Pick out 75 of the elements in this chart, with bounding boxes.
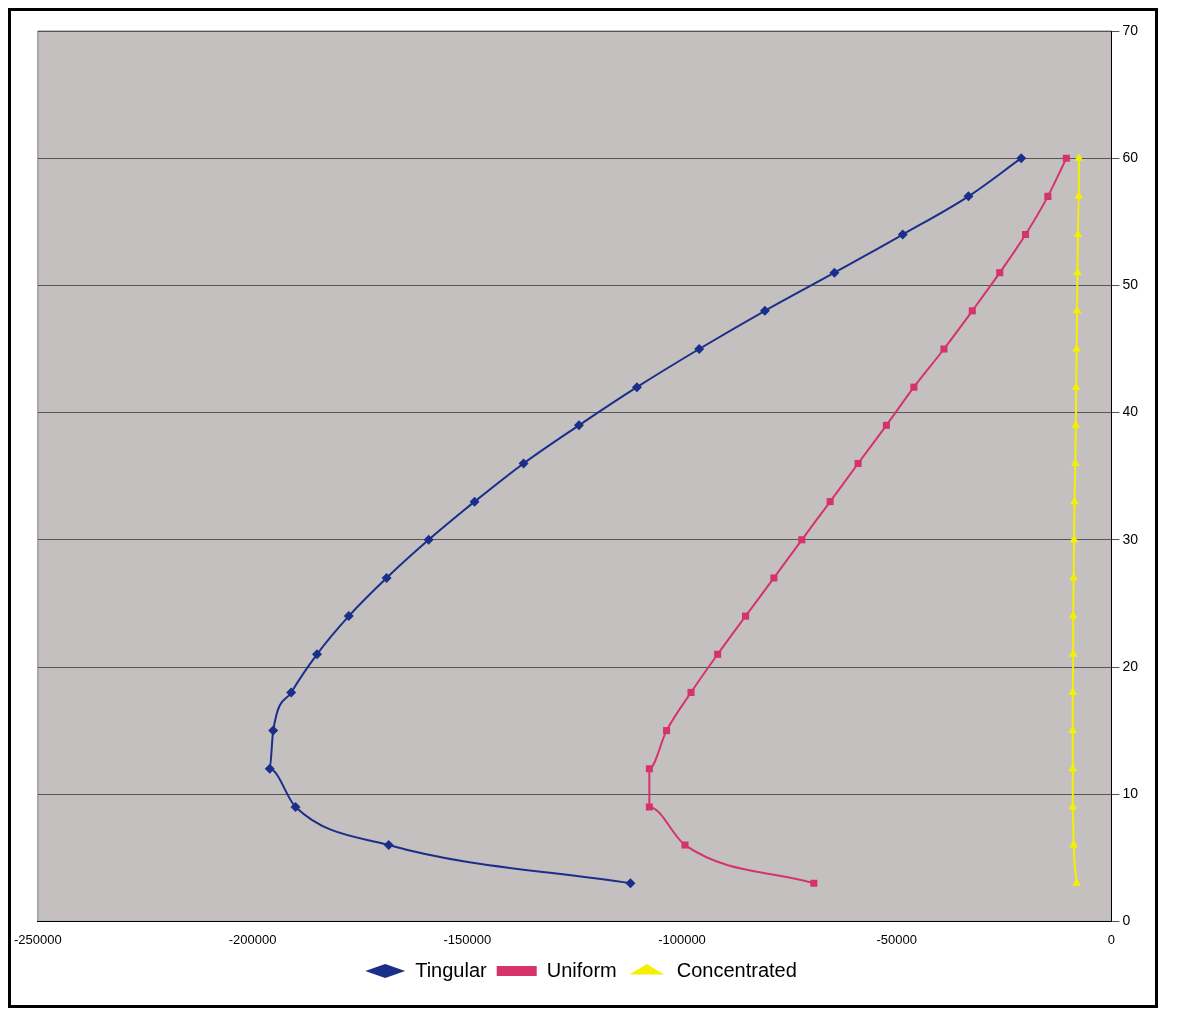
point xyxy=(631,382,642,393)
x-tick-label: -100000 xyxy=(658,931,706,947)
point xyxy=(1072,344,1081,352)
point xyxy=(1070,496,1079,505)
point xyxy=(1068,649,1078,657)
y-tick-label: 0 xyxy=(1122,912,1131,929)
point xyxy=(573,420,584,431)
y-tick-label: 60 xyxy=(1122,149,1139,166)
y-tick-label: 50 xyxy=(1122,276,1139,293)
point xyxy=(1074,191,1084,199)
point xyxy=(1068,687,1078,695)
point xyxy=(681,841,689,849)
point xyxy=(625,878,636,889)
point xyxy=(897,229,908,240)
point xyxy=(1072,878,1081,886)
x-tick-label: -250000 xyxy=(14,931,62,947)
point xyxy=(1069,534,1079,543)
point xyxy=(940,345,948,353)
point xyxy=(1071,458,1080,466)
y-tick-label: 20 xyxy=(1122,657,1139,674)
point xyxy=(1069,840,1078,848)
y-tick-label: 10 xyxy=(1122,785,1139,802)
point xyxy=(882,421,890,429)
point xyxy=(645,765,653,773)
point xyxy=(645,803,653,811)
point xyxy=(910,383,918,391)
y-tick-label: 70 xyxy=(1122,21,1139,38)
point xyxy=(1062,154,1070,162)
x-tick-label: 0 xyxy=(1107,931,1116,947)
y-tick-label: 40 xyxy=(1122,403,1139,420)
point xyxy=(381,572,392,583)
point xyxy=(343,611,354,622)
point xyxy=(1044,192,1052,200)
point xyxy=(1068,725,1078,734)
point xyxy=(810,879,818,887)
point xyxy=(968,307,976,315)
point xyxy=(383,840,394,851)
point xyxy=(1068,801,1078,810)
point xyxy=(264,763,275,774)
point xyxy=(996,269,1004,277)
point xyxy=(694,344,705,354)
point xyxy=(829,267,840,278)
legend-label: Concentrated xyxy=(676,958,797,981)
point xyxy=(1074,153,1084,161)
x-tick-label: -50000 xyxy=(876,931,917,947)
legend-label: Tingular xyxy=(415,958,488,981)
point xyxy=(714,650,722,658)
point xyxy=(423,534,434,545)
point xyxy=(469,496,480,507)
point xyxy=(798,536,806,544)
point xyxy=(1022,230,1030,239)
x-tick-label: -200000 xyxy=(228,931,277,947)
point xyxy=(286,687,297,698)
point xyxy=(826,498,834,506)
point xyxy=(1068,763,1078,772)
point xyxy=(518,458,529,469)
point xyxy=(963,191,974,202)
legend-label: Uniform xyxy=(546,958,617,981)
point xyxy=(290,801,301,812)
point xyxy=(687,688,695,696)
point xyxy=(1071,382,1081,390)
point xyxy=(770,574,778,582)
point xyxy=(1073,267,1082,276)
point xyxy=(1071,420,1081,428)
point xyxy=(742,612,750,620)
point xyxy=(268,725,279,736)
x-tick-label: -150000 xyxy=(443,931,492,947)
y-tick-label: 30 xyxy=(1122,530,1139,547)
point xyxy=(1016,153,1027,164)
point xyxy=(759,305,770,316)
point xyxy=(854,459,862,468)
point xyxy=(311,649,322,660)
point xyxy=(1068,611,1078,619)
point xyxy=(663,727,671,735)
point xyxy=(1072,305,1082,314)
